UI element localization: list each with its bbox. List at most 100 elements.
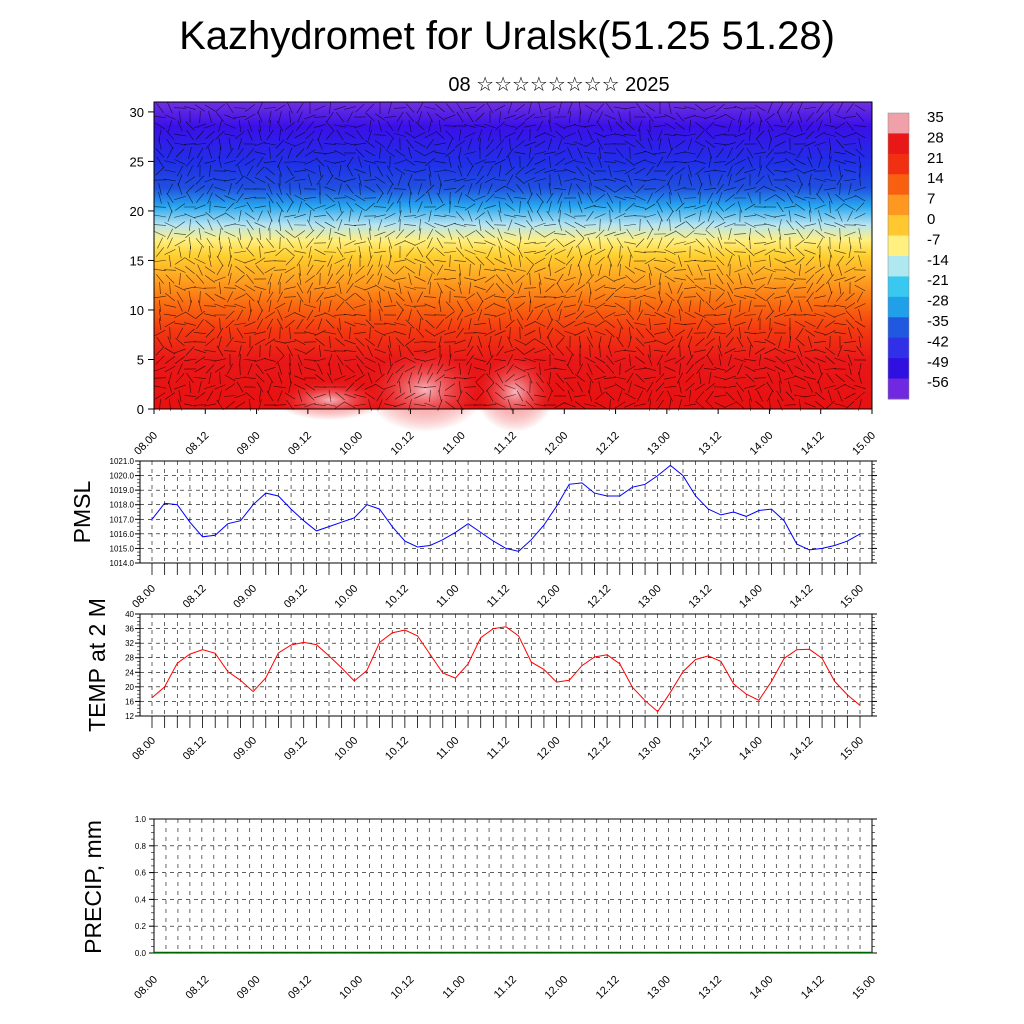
wind-barb bbox=[653, 251, 667, 253]
wind-barb bbox=[315, 373, 325, 383]
wind-barb bbox=[797, 183, 803, 195]
wind-barb bbox=[587, 237, 593, 249]
precip-bar bbox=[606, 953, 611, 954]
wind-barb bbox=[364, 365, 376, 373]
wind-barb bbox=[694, 383, 706, 391]
wind-barb bbox=[256, 318, 264, 330]
wind-barb bbox=[224, 178, 236, 182]
wind-barb bbox=[438, 120, 442, 132]
wind-barb bbox=[215, 112, 225, 122]
wind-barb bbox=[434, 214, 446, 218]
wind-barb bbox=[486, 165, 494, 177]
wind-barb bbox=[197, 264, 203, 276]
wind-barb bbox=[477, 309, 483, 321]
wind-barb bbox=[196, 147, 204, 159]
wind-barb bbox=[296, 318, 304, 330]
wind-barb bbox=[294, 214, 306, 218]
wind-barb bbox=[455, 184, 465, 194]
wind-barb bbox=[774, 125, 786, 127]
wind-barb bbox=[767, 102, 773, 114]
wind-barb bbox=[545, 346, 555, 356]
wind-barb bbox=[353, 224, 367, 226]
wind-barb bbox=[666, 210, 674, 222]
wind-barb bbox=[558, 201, 562, 213]
wind-barb bbox=[774, 258, 786, 264]
wind-barb bbox=[245, 247, 255, 257]
wind-barb bbox=[505, 373, 515, 383]
wind-barb bbox=[154, 122, 166, 130]
wind-barb bbox=[327, 237, 333, 249]
precip-bar bbox=[451, 953, 456, 954]
wind-barb bbox=[534, 151, 546, 155]
wind-barb bbox=[574, 401, 586, 409]
wind-barb bbox=[426, 247, 434, 257]
wind-barb bbox=[294, 384, 306, 390]
wind-barb bbox=[773, 269, 787, 271]
wind-barb bbox=[555, 329, 565, 337]
wind-barb bbox=[387, 291, 393, 303]
wind-barb bbox=[784, 150, 796, 156]
wind-barb bbox=[368, 219, 372, 231]
wind-barb bbox=[714, 394, 726, 398]
wind-barb bbox=[223, 305, 237, 307]
wind-barb bbox=[734, 177, 746, 183]
wind-barb bbox=[508, 309, 512, 321]
precip-bar bbox=[846, 953, 851, 954]
wind-barb bbox=[404, 304, 416, 308]
wind-barb bbox=[338, 183, 342, 195]
wind-barb bbox=[435, 113, 445, 121]
wind-barb bbox=[746, 336, 754, 348]
wind-barb bbox=[224, 114, 236, 120]
wind-barb bbox=[385, 391, 395, 401]
wind-barb bbox=[475, 229, 485, 239]
wind-barb bbox=[714, 133, 726, 137]
colorbar-label: 0 bbox=[927, 211, 935, 228]
wind-barb bbox=[436, 264, 444, 276]
wind-barb bbox=[487, 129, 493, 141]
wind-barb bbox=[524, 347, 536, 355]
wind-barb bbox=[225, 310, 235, 320]
wind-barb bbox=[356, 130, 364, 140]
wind-barb bbox=[414, 131, 426, 139]
wind-barb bbox=[714, 143, 726, 145]
wind-barb bbox=[724, 222, 736, 228]
wind-barb bbox=[365, 112, 375, 122]
wind-barb bbox=[594, 213, 606, 219]
wind-barb bbox=[717, 345, 723, 357]
wind-barb bbox=[695, 400, 705, 410]
x-tick-label: 14.12 bbox=[799, 974, 827, 1002]
wind-barb bbox=[487, 246, 493, 258]
wind-barb bbox=[278, 111, 282, 123]
wind-barb bbox=[456, 111, 464, 123]
wind-barb bbox=[404, 158, 416, 166]
wind-barb bbox=[436, 192, 444, 204]
wind-barb bbox=[824, 385, 836, 389]
wind-barb bbox=[774, 295, 786, 299]
wind-barb bbox=[297, 354, 303, 366]
wind-barb bbox=[824, 213, 836, 219]
wind-barb bbox=[185, 184, 195, 194]
wind-barb bbox=[654, 312, 666, 318]
wind-barb bbox=[654, 185, 666, 193]
wind-barb bbox=[447, 318, 453, 330]
wind-barb bbox=[378, 291, 382, 303]
wind-barb bbox=[838, 237, 842, 249]
wind-barb bbox=[509, 326, 511, 340]
wind-barb bbox=[599, 146, 601, 160]
wind-barb bbox=[324, 151, 336, 155]
wind-barb bbox=[795, 239, 805, 247]
wind-barb bbox=[826, 372, 834, 384]
wind-barb bbox=[515, 166, 525, 176]
wind-barb bbox=[504, 114, 516, 120]
wind-barb bbox=[198, 381, 202, 393]
x-tick-label: 11.12 bbox=[485, 583, 512, 610]
precip-bar bbox=[331, 953, 336, 954]
wind-barb bbox=[828, 147, 832, 159]
x-tick-label: 10.00 bbox=[332, 735, 360, 763]
wind-barb bbox=[354, 142, 366, 146]
wind-barb bbox=[377, 336, 383, 348]
wind-barb bbox=[325, 121, 335, 131]
wind-barb bbox=[806, 291, 814, 303]
wind-barb bbox=[365, 103, 375, 113]
wind-barb bbox=[557, 138, 563, 150]
